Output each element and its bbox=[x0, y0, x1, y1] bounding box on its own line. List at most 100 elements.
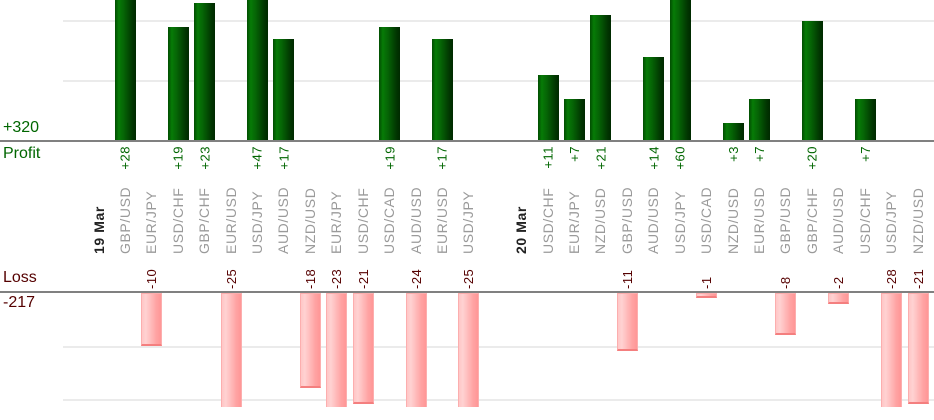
loss-bar bbox=[696, 293, 718, 299]
loss-bar bbox=[907, 293, 929, 405]
profit-value-label: +7 bbox=[752, 146, 768, 162]
date-label: 20 Mar bbox=[513, 206, 530, 254]
profit-bar bbox=[749, 99, 770, 141]
profit-bars-area bbox=[0, 0, 934, 141]
profit-gridline bbox=[63, 80, 934, 82]
profit-value-label: +23 bbox=[197, 146, 213, 170]
profit-total-label: +320 bbox=[3, 119, 40, 136]
pair-label: USD/CHF bbox=[354, 187, 371, 254]
profit-bar bbox=[669, 0, 691, 141]
pair-label: USD/CHF bbox=[169, 187, 186, 254]
loss-bar bbox=[405, 293, 427, 407]
profit-bar bbox=[590, 15, 612, 141]
loss-value-label: -18 bbox=[302, 268, 318, 289]
loss-value-label: -10 bbox=[144, 268, 160, 289]
pair-label: NZD/USD bbox=[301, 187, 318, 254]
loss-bar bbox=[775, 293, 797, 336]
profit-bar bbox=[564, 99, 586, 141]
loss-bar bbox=[352, 293, 374, 405]
pair-label: USD/CAD bbox=[698, 186, 715, 254]
profit-value-label: +19 bbox=[382, 146, 398, 170]
profit-bar bbox=[854, 99, 876, 141]
profit-value-label: +17 bbox=[276, 146, 292, 170]
profit-axis-title: Profit bbox=[3, 145, 41, 162]
pair-label: USD/JPY bbox=[460, 190, 477, 254]
pair-label: GBP/USD bbox=[618, 186, 635, 254]
pair-label: NZD/USD bbox=[724, 187, 741, 254]
pair-label: AUD/USD bbox=[275, 186, 292, 254]
loss-gridline bbox=[63, 346, 934, 348]
pair-label: NZD/USD bbox=[592, 187, 609, 254]
loss-value-label: -25 bbox=[223, 268, 239, 289]
loss-value-label: -21 bbox=[355, 268, 371, 289]
loss-total-label: -217 bbox=[3, 294, 36, 311]
pair-label: NZD/USD bbox=[909, 187, 926, 254]
pair-label: AUD/USD bbox=[830, 186, 847, 254]
profit-bar bbox=[379, 27, 401, 141]
loss-bar bbox=[220, 293, 242, 407]
pair-label: EUR/USD bbox=[433, 186, 450, 254]
profit-value-label: +11 bbox=[540, 146, 556, 169]
loss-bar bbox=[141, 293, 163, 346]
loss-axis-line bbox=[0, 291, 934, 293]
profit-value-label: +17 bbox=[434, 146, 450, 170]
loss-value-label: -21 bbox=[910, 268, 926, 289]
pair-label: AUD/USD bbox=[407, 186, 424, 254]
profit-value-label: +7 bbox=[567, 146, 583, 162]
loss-value-label: -2 bbox=[831, 276, 847, 289]
profit-value-label: +20 bbox=[804, 146, 820, 170]
pair-label: EUR/JPY bbox=[143, 190, 160, 254]
loss-bar bbox=[458, 293, 480, 407]
profit-bar bbox=[114, 0, 136, 141]
loss-bar bbox=[828, 293, 850, 304]
profit-bar bbox=[643, 57, 665, 141]
loss-value-label: -23 bbox=[329, 268, 345, 289]
loss-value-label: -25 bbox=[461, 268, 477, 289]
pair-label: USD/JPY bbox=[883, 190, 900, 254]
profit-bar bbox=[722, 123, 744, 141]
profit-bar bbox=[801, 21, 823, 141]
pair-label: EUR/USD bbox=[222, 186, 239, 254]
profit-value-label: +28 bbox=[117, 146, 133, 170]
loss-value-label: -28 bbox=[884, 268, 900, 289]
loss-axis-title: Loss bbox=[3, 269, 37, 286]
pair-label: USD/JPY bbox=[249, 190, 266, 254]
pair-label: GBP/USD bbox=[777, 186, 794, 254]
loss-bar bbox=[326, 293, 348, 407]
profit-axis-line bbox=[0, 140, 934, 142]
loss-value-label: -24 bbox=[408, 268, 424, 289]
profit-gridline bbox=[63, 20, 934, 22]
profit-bar bbox=[431, 39, 453, 141]
loss-bars-area bbox=[0, 293, 934, 407]
loss-bar bbox=[881, 293, 903, 407]
date-label: 19 Mar bbox=[90, 206, 107, 254]
pair-label: GBP/USD bbox=[116, 186, 133, 254]
pair-label: GBP/CHF bbox=[196, 187, 213, 254]
loss-value-label: -1 bbox=[699, 276, 715, 289]
profit-bar bbox=[247, 0, 269, 141]
pair-label: USD/JPY bbox=[671, 190, 688, 254]
pair-label: AUD/USD bbox=[645, 186, 662, 254]
profit-bar bbox=[167, 27, 189, 141]
profit-value-label: +60 bbox=[672, 146, 688, 170]
loss-value-label: -11 bbox=[619, 269, 635, 289]
pair-label: USD/CAD bbox=[381, 186, 398, 254]
pair-label: EUR/JPY bbox=[566, 190, 583, 254]
profit-value-label: +19 bbox=[170, 146, 186, 170]
profit-value-label: +47 bbox=[250, 146, 266, 170]
profit-bar bbox=[537, 75, 559, 141]
pair-label: USD/CHF bbox=[539, 187, 556, 254]
profit-value-label: +14 bbox=[646, 146, 662, 170]
loss-bar bbox=[616, 293, 638, 352]
pair-label: EUR/USD bbox=[751, 186, 767, 254]
profit-value-label: +21 bbox=[593, 146, 609, 170]
pair-label: USD/CHF bbox=[856, 187, 873, 254]
profit-bar bbox=[273, 39, 295, 141]
loss-gridline bbox=[63, 399, 934, 401]
loss-bar bbox=[299, 293, 321, 389]
profit-value-label: +3 bbox=[725, 146, 741, 162]
pair-label: GBP/CHF bbox=[803, 187, 820, 254]
